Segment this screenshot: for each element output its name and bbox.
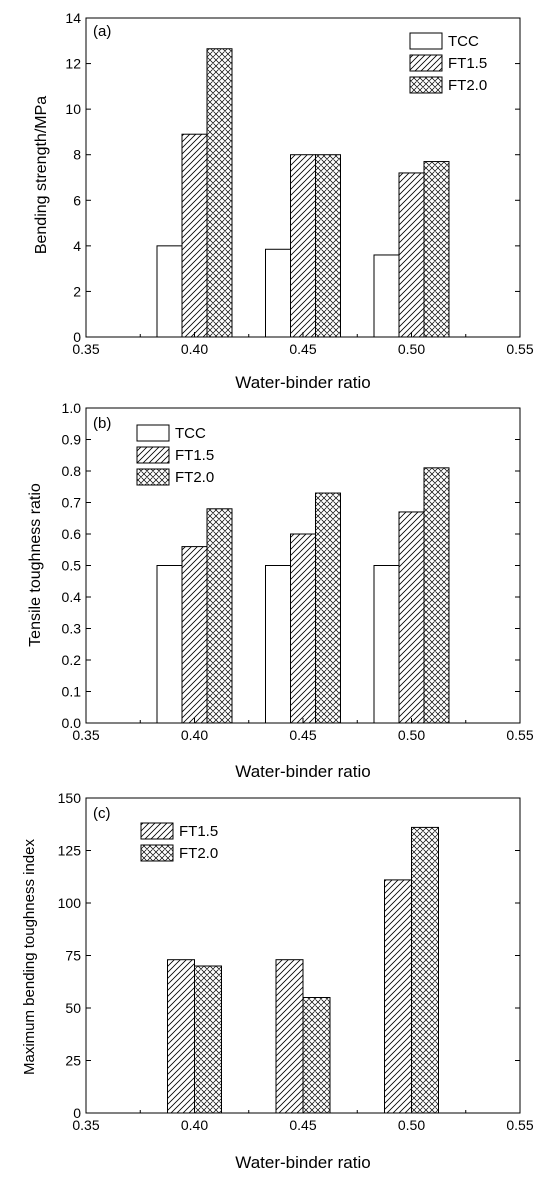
bar-ft20-0.40: [206, 48, 233, 338]
y-tick-label: 0.2: [62, 652, 82, 668]
panel-3-plot: 0.35 0.40 0.45 0.50 0.55 0 25 50 75 100 125 150 FT1.…: [58, 790, 534, 1133]
legend-swatch-ft15: [140, 822, 174, 840]
bar-ft20-0.40: [206, 508, 233, 724]
y-tick-label: 14: [65, 10, 81, 26]
legend-swatch-tcc: [409, 32, 443, 50]
legend-label-tcc: TCC: [448, 33, 479, 50]
y-tick-label: 10: [65, 101, 81, 117]
x-tick-label: 0.50: [398, 1117, 425, 1133]
chart-marks: 0.35 0.40 0.45 0.50 0.5502468101214TCCFT1.5F…: [58, 10, 534, 1133]
x-tick-label: 0.55: [506, 727, 533, 743]
bar-ft20-0.45: [302, 997, 331, 1114]
bar-ft15-0.40: [181, 546, 208, 724]
x-tick-label: 0.40: [181, 727, 208, 743]
y-tick-label: 0.4: [62, 589, 82, 605]
bar-ft15-0.50: [384, 879, 412, 1114]
y-tick-label: 0.7: [62, 495, 82, 511]
x-tick-label: 0.45: [289, 727, 316, 743]
y-tick-label: 125: [58, 843, 82, 859]
y-tick-label: 100: [58, 895, 82, 911]
x-tick-label: 0.50: [398, 727, 425, 743]
bar-tcc-0.50: [373, 565, 400, 724]
legend-label-ft20: FT2.0: [179, 845, 218, 862]
y-tick-label: 0.6: [62, 526, 82, 542]
bar-tcc-0.40: [156, 245, 183, 338]
y-axis-label: Bending strength/MPa: [33, 96, 50, 254]
legend-label-ft20: FT2.0: [175, 469, 214, 486]
bar-ft15-0.50: [398, 511, 425, 724]
legend-swatch-ft20: [409, 76, 443, 94]
bar-tcc-0.50: [373, 254, 400, 338]
y-tick-label: 4: [73, 238, 81, 254]
y-tick-label: 8: [73, 147, 81, 163]
y-tick-label: 6: [73, 192, 81, 208]
y-tick-label: 75: [65, 948, 81, 964]
x-tick-label: 0.45: [289, 1117, 316, 1133]
bar-tcc-0.45: [265, 248, 291, 338]
legend-label-ft15: FT1.5: [179, 823, 218, 840]
y-tick-label: 0.8: [62, 463, 82, 479]
legend-label-ft15: FT1.5: [448, 55, 487, 72]
y-tick-label: 150: [58, 790, 82, 806]
y-tick-label: 2: [73, 283, 81, 299]
x-axis-label: Water-binder ratio: [235, 762, 370, 781]
bar-ft20-0.50: [423, 467, 450, 724]
bar-ft20-0.50: [411, 826, 439, 1114]
legend-swatch-ft15: [136, 446, 170, 464]
x-tick-label: 0.40: [181, 341, 208, 357]
panel-b: (b) Tensile toughness ratio Water-binder…: [27, 415, 371, 781]
legend-label-ft20: FT2.0: [448, 77, 487, 94]
panel-label: (b): [93, 415, 111, 432]
y-axis-label: Tensile toughness ratio: [27, 483, 44, 647]
x-tick-label: 0.35: [72, 1117, 99, 1133]
legend-swatch-ft20: [136, 468, 170, 486]
bar-ft15-0.40: [181, 133, 208, 338]
x-tick-label: 0.35: [72, 727, 99, 743]
x-tick-label: 0.35: [72, 341, 99, 357]
panel-1-plot: 0.35 0.40 0.45 0.50 0.55 0 2 4 6 8 10 12 14 TCC FT1.5 F…: [65, 10, 533, 357]
y-tick-label: 0.3: [62, 621, 82, 637]
y-tick-label: 0: [73, 329, 81, 345]
y-tick-label: 12: [65, 56, 81, 72]
legend-label-tcc: TCC: [175, 425, 206, 442]
x-tick-label: 0.50: [398, 341, 425, 357]
legend-swatch-tcc: [136, 424, 170, 442]
bar-tcc-0.40: [156, 565, 183, 724]
legend-swatch-ft20: [140, 844, 174, 862]
x-tick-label: 0.55: [506, 341, 533, 357]
y-tick-label: 50: [65, 1000, 81, 1016]
bar-ft20-0.45: [315, 154, 341, 338]
legend-label-ft15: FT1.5: [175, 447, 214, 464]
panel-label: (a): [93, 23, 111, 40]
bar-ft20-0.45: [315, 492, 341, 724]
panel-label: (c): [93, 805, 111, 822]
bar-ft15-0.45: [290, 154, 316, 338]
panel-a: (a) Bending strength/MPa Water-binder ra…: [33, 23, 371, 392]
legend-swatch-ft15: [409, 54, 443, 72]
y-tick-label: 1.0: [62, 400, 82, 416]
y-tick-label: 0: [73, 1105, 81, 1121]
x-axis-label: Water-binder ratio: [235, 1153, 370, 1172]
x-tick-label: 0.45: [289, 341, 316, 357]
y-tick-label: 0.9: [62, 432, 82, 448]
x-tick-label: 0.55: [506, 1117, 533, 1133]
y-axis-label: Maximum bending toughness index: [21, 839, 38, 1075]
bar-ft20-0.40: [194, 965, 222, 1114]
panel-2-plot: 0.35 0.40 0.45 0.50 0.55 0.0 0.1 0.2 0.3 0.4 0.5 0.…: [62, 400, 534, 743]
bar-ft15-0.40: [167, 959, 195, 1114]
x-tick-label: 0.40: [181, 1117, 208, 1133]
y-tick-label: 25: [65, 1053, 81, 1069]
bar-ft15-0.50: [398, 172, 425, 338]
bar-ft15-0.45: [290, 533, 316, 724]
x-axis-label: Water-binder ratio: [235, 373, 370, 392]
bar-ft20-0.50: [423, 161, 450, 338]
y-tick-label: 0.5: [62, 558, 82, 574]
y-tick-label: 0.0: [62, 715, 82, 731]
panel-c: (c) Maximum bending toughness index Wate…: [21, 805, 371, 1172]
bar-ft15-0.45: [275, 959, 304, 1114]
y-tick-label: 0.1: [62, 684, 82, 700]
bar-tcc-0.45: [265, 565, 291, 724]
